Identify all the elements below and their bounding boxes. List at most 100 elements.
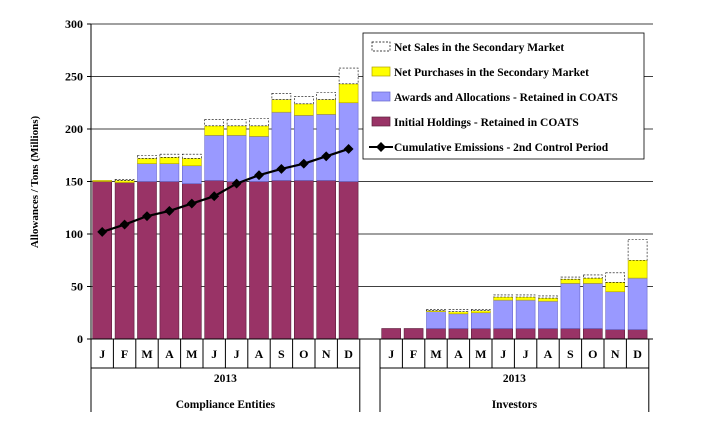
bar-1-5-1 xyxy=(493,299,514,329)
bar-1-6-1 xyxy=(515,299,536,329)
y-tick-label: 50 xyxy=(71,280,83,294)
bar-1-10-1 xyxy=(605,291,626,330)
x-tick-label: J xyxy=(500,347,506,361)
bar-1-9-0 xyxy=(582,328,603,340)
bar-1-10-0 xyxy=(605,329,626,340)
bar-0-2-0 xyxy=(137,181,157,340)
bar-1-7-1 xyxy=(538,300,558,329)
x-tick-label: A xyxy=(255,347,264,361)
group-label: Investors xyxy=(492,399,538,411)
bar-1-3-1 xyxy=(448,313,469,329)
emissions-point xyxy=(254,170,264,181)
bar-0-8-0 xyxy=(271,180,292,340)
emissions-point xyxy=(142,211,152,222)
x-tick-label: F xyxy=(410,347,417,361)
legend-label: Awards and Allocations - Retained in COA… xyxy=(394,92,618,104)
emissions-point xyxy=(119,219,130,230)
legend-box xyxy=(362,32,645,160)
legend: Net Sales in the Secondary Market Net Pur… xyxy=(362,32,645,160)
bar-1-5-0 xyxy=(493,328,514,340)
x-tick-label: N xyxy=(322,347,331,361)
bar-1-2-3 xyxy=(426,309,446,311)
bar-0-1-0 xyxy=(114,182,135,340)
bar-0-1-2 xyxy=(114,180,135,183)
bar-0-10-1 xyxy=(316,114,337,181)
bar-1-8-0 xyxy=(560,328,581,340)
bar-0-2-1 xyxy=(137,163,157,182)
bar-1-4-2 xyxy=(470,310,491,314)
y-tick-labels: 0 50 100 150 200 250 300 xyxy=(65,17,83,346)
emissions-point xyxy=(276,163,287,174)
bar-1-11-0 xyxy=(627,329,648,340)
x-tick-label: F xyxy=(121,347,128,361)
x-tick-label: D xyxy=(633,347,642,361)
bar-1-9-3 xyxy=(582,274,603,279)
bar-0-10-0 xyxy=(316,180,337,340)
bar-1-9-1 xyxy=(582,283,603,329)
bar-1-4-0 xyxy=(470,328,491,340)
x-tick-label: J xyxy=(234,347,240,361)
bar-0-7-2 xyxy=(249,125,269,137)
emissions-point xyxy=(164,205,175,216)
x-tick-label: A xyxy=(544,347,553,361)
bars xyxy=(92,67,648,340)
bar-1-11-1 xyxy=(627,277,648,330)
bar-0-11-2 xyxy=(338,83,359,104)
bar-0-4-2 xyxy=(182,158,202,167)
y-tick-label: 300 xyxy=(65,17,83,31)
bar-1-6-0 xyxy=(515,328,536,340)
x-tick-label: M xyxy=(141,347,152,361)
bar-0-5-1 xyxy=(204,135,224,181)
y-axis-label: Allowances / Tons (Millions) xyxy=(29,115,41,248)
x-tick-label: M xyxy=(475,347,486,361)
legend-marker xyxy=(376,142,386,152)
bar-0-0-2 xyxy=(92,180,112,182)
bar-0-9-2 xyxy=(293,103,314,116)
bar-0-2-3 xyxy=(137,154,157,159)
bar-0-0-0 xyxy=(92,181,112,340)
x-tick-label: O xyxy=(299,347,308,361)
bar-1-11-3 xyxy=(627,238,648,261)
x-tick-label: S xyxy=(278,347,285,361)
legend-label: Net Purchases in the Secondary Market xyxy=(394,67,589,79)
group-label: Compliance Entities xyxy=(176,399,276,411)
emissions-point xyxy=(321,151,332,162)
bar-1-8-1 xyxy=(560,283,581,329)
bar-1-10-3 xyxy=(605,272,626,283)
y-tick-label: 200 xyxy=(65,122,83,136)
x-tick-label: A xyxy=(165,347,174,361)
bar-1-7-3 xyxy=(538,295,558,299)
bar-1-7-0 xyxy=(538,328,558,340)
year-label: 2013 xyxy=(214,373,237,385)
bar-1-4-1 xyxy=(470,312,491,329)
bar-0-3-1 xyxy=(159,163,180,182)
bar-1-5-3 xyxy=(493,294,514,298)
bar-1-2-0 xyxy=(426,328,446,340)
y-tick-label: 250 xyxy=(65,70,83,84)
legend-swatch xyxy=(371,91,391,102)
bar-0-7-3 xyxy=(249,118,269,127)
x-tick-label: M xyxy=(430,347,441,361)
y-tick-label: 100 xyxy=(65,227,83,241)
bar-0-8-2 xyxy=(271,99,292,113)
bar-0-10-3 xyxy=(316,91,337,100)
bar-1-6-3 xyxy=(515,294,536,298)
bar-0-3-2 xyxy=(159,157,180,164)
x-tick-label: N xyxy=(611,347,620,361)
x-tick-label: D xyxy=(344,347,353,361)
bar-0-1-3 xyxy=(114,179,135,181)
bar-0-11-1 xyxy=(338,102,359,182)
bar-0-4-1 xyxy=(182,165,202,184)
bar-0-6-2 xyxy=(226,125,247,136)
emissions-point xyxy=(343,144,354,154)
bar-0-4-3 xyxy=(182,153,202,159)
y-tick-label: 150 xyxy=(65,175,83,189)
emissions-point xyxy=(209,191,220,202)
y-tick-label: 0 xyxy=(77,332,83,346)
bar-1-5-2 xyxy=(493,296,514,301)
bar-1-8-2 xyxy=(560,278,581,284)
x-tick-label: O xyxy=(588,347,597,361)
bar-0-9-0 xyxy=(293,180,314,340)
